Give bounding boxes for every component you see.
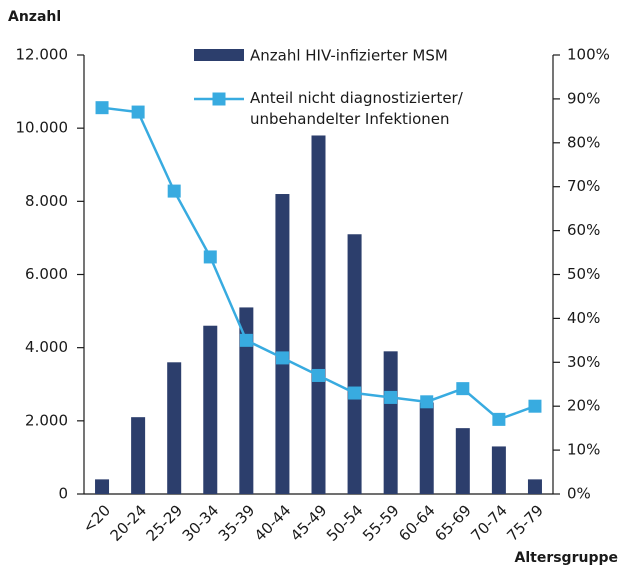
line-marker (528, 399, 542, 413)
y-tick-label: 6.000 (25, 265, 68, 283)
y2-tick-label: 80% (567, 133, 600, 151)
y-tick-label: 4.000 (25, 338, 68, 356)
legend-swatch (194, 49, 244, 61)
x-tick-label: 60-64 (395, 501, 439, 545)
line-marker (167, 184, 181, 198)
y2-tick-label: 40% (567, 309, 600, 327)
y-axis-title: Anzahl (8, 9, 61, 25)
y-tick-label: 12.000 (16, 46, 69, 64)
bar (131, 417, 146, 494)
x-tick-label: 40-44 (251, 501, 295, 545)
line-marker (95, 101, 109, 115)
y2-tick-label: 90% (567, 89, 600, 107)
legend-label: Anzahl HIV-infizierter MSM (250, 47, 448, 65)
x-tick-label: 45-49 (287, 501, 331, 545)
x-axis-title: Altersgruppe (515, 550, 619, 566)
line-marker (348, 386, 362, 400)
y-tick-label: 0 (58, 485, 68, 503)
line-marker (203, 250, 217, 264)
bar (347, 234, 362, 494)
y2-tick-label: 70% (567, 177, 600, 195)
y2-tick-label: 10% (567, 441, 600, 459)
bar (527, 479, 542, 494)
bar (239, 307, 254, 494)
x-tick-label: 25-29 (143, 501, 187, 545)
line-marker (384, 390, 398, 404)
bar (311, 135, 326, 494)
bar (275, 194, 290, 494)
y2-tick-label: 100% (567, 46, 610, 64)
x-tick-label: 70-74 (467, 501, 511, 545)
y-tick-label: 2.000 (25, 411, 68, 429)
legend-label: Anteil nicht diagnostizierter/ unbehande… (250, 89, 463, 128)
line-marker (492, 412, 506, 426)
y-tick-label: 8.000 (25, 192, 68, 210)
bar (491, 446, 506, 494)
y2-tick-label: 20% (567, 397, 600, 415)
x-tick-label: 35-39 (215, 501, 259, 545)
x-tick-label: 75-79 (503, 501, 547, 545)
line-marker (131, 105, 145, 119)
x-tick-label: 20-24 (107, 501, 151, 545)
bar (455, 428, 470, 494)
y2-tick-label: 0% (567, 485, 591, 503)
y2-tick-label: 50% (567, 265, 600, 283)
x-tick-label: 30-34 (179, 501, 223, 545)
x-tick-label: 50-54 (323, 501, 367, 545)
legend-swatch (212, 92, 226, 106)
y-tick-label: 10.000 (16, 119, 69, 137)
bar (383, 351, 398, 494)
line-marker (239, 333, 253, 347)
line-marker (275, 351, 289, 365)
y2-tick-label: 30% (567, 353, 600, 371)
x-tick-label: 65-69 (431, 501, 475, 545)
y2-tick-label: 60% (567, 221, 600, 239)
bar (419, 402, 434, 494)
line-marker (420, 395, 434, 409)
bar (203, 325, 218, 494)
bar (95, 479, 110, 494)
x-tick-label: 55-59 (359, 501, 403, 545)
line-marker (312, 368, 325, 382)
line-marker (456, 382, 470, 396)
bar (167, 362, 182, 494)
